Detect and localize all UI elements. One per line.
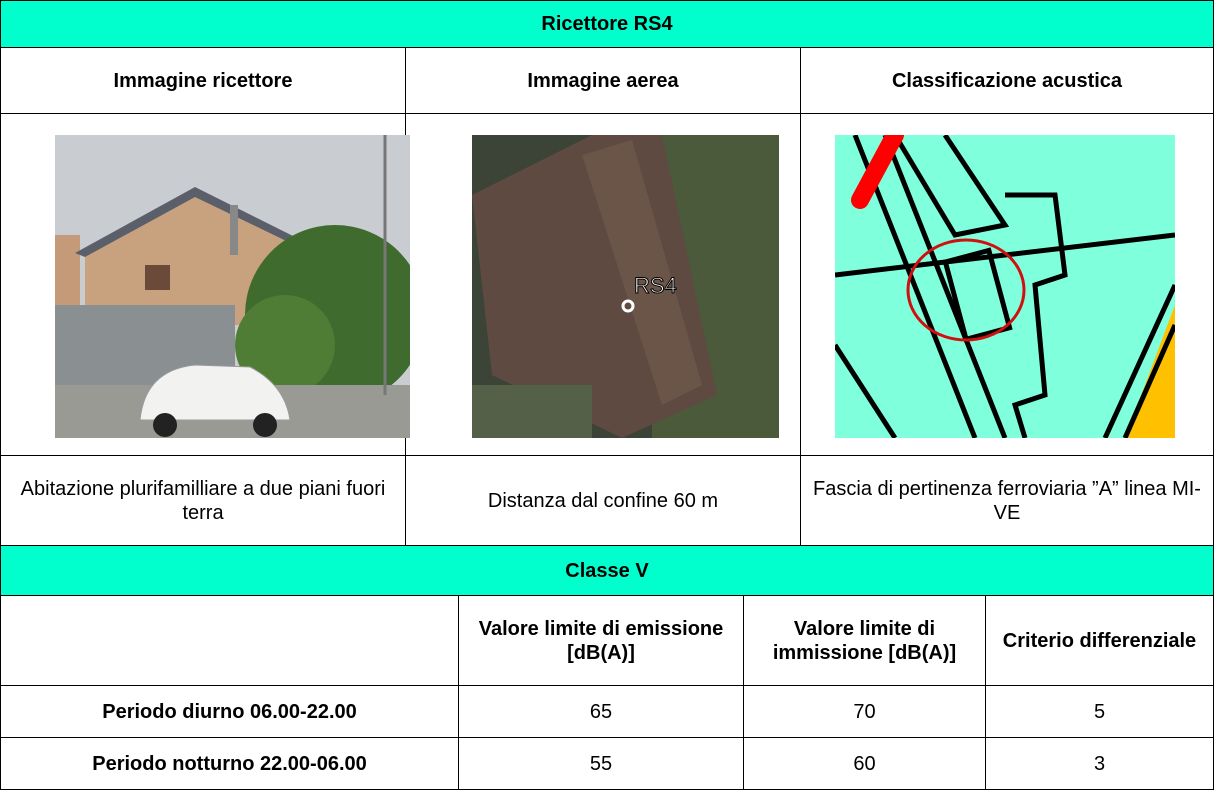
class-header: Valore limite di immissione [dB(A)]	[743, 595, 986, 686]
period-label: Periodo diurno 06.00-22.00	[0, 685, 459, 738]
value-cell: 5	[985, 685, 1214, 738]
aerial-label: RS4	[634, 273, 677, 298]
column-header: Immagine aerea	[405, 47, 801, 114]
zoning-map	[835, 135, 1175, 438]
class-header: Valore limite di emissione [dB(A)]	[458, 595, 744, 686]
caption: Distanza dal confine 60 m	[405, 455, 801, 546]
caption: Abitazione plurifamilliare a due piani f…	[0, 455, 406, 546]
class-header: Criterio differenziale	[985, 595, 1214, 686]
title: Ricettore RS4	[0, 0, 1214, 48]
value-cell: 60	[743, 737, 986, 790]
value-cell: 55	[458, 737, 744, 790]
period-label: Periodo notturno 22.00-06.00	[0, 737, 459, 790]
column-header: Classificazione acustica	[800, 47, 1214, 114]
caption: Fascia di pertinenza ferroviaria ”A” lin…	[800, 455, 1214, 546]
value-cell: 70	[743, 685, 986, 738]
value-cell: 3	[985, 737, 1214, 790]
value-cell: 65	[458, 685, 744, 738]
column-header: Immagine ricettore	[0, 47, 406, 114]
receptor-photo	[55, 135, 410, 438]
empty-header	[0, 595, 459, 686]
aerial-image: RS4	[472, 135, 779, 438]
class-title: Classe V	[0, 545, 1214, 596]
